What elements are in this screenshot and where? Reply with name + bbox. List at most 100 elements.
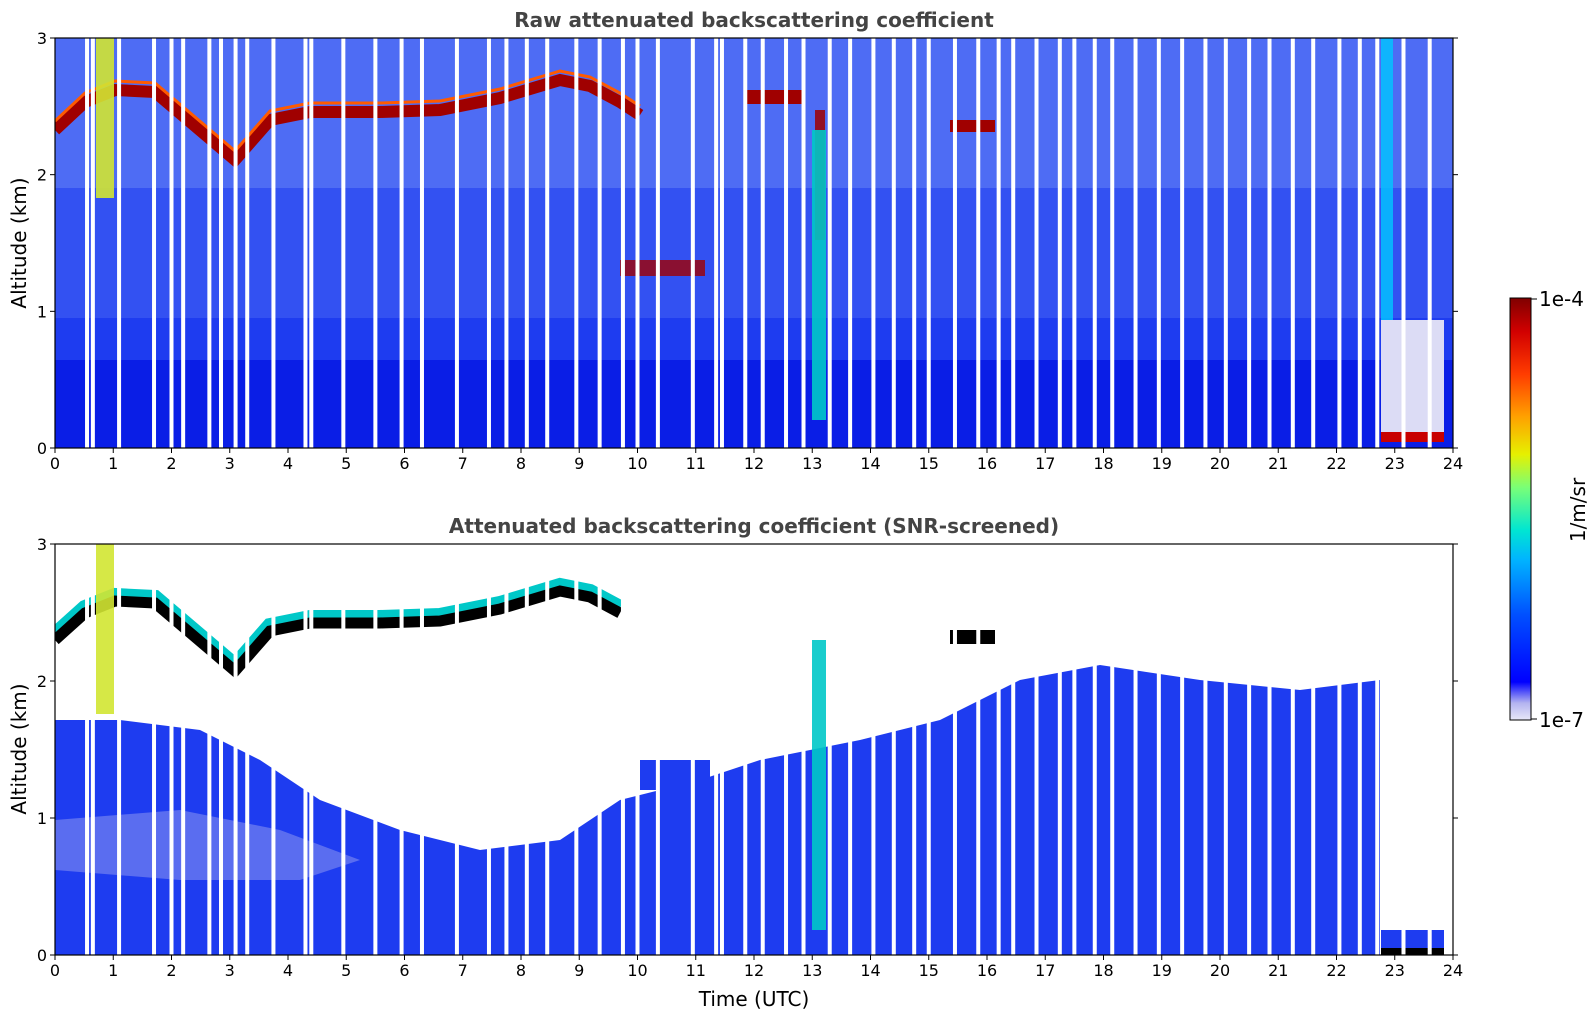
data-gap <box>1203 544 1208 955</box>
data-gap <box>233 38 238 448</box>
data-gap <box>827 544 832 955</box>
data-gap <box>419 544 424 955</box>
screened-precip-streak <box>96 544 114 714</box>
data-gap <box>926 544 931 955</box>
x-tick-label: 19 <box>1152 454 1172 473</box>
data-gap <box>1011 544 1016 955</box>
data-gap <box>1133 38 1138 448</box>
x-tick-label: 23 <box>1385 961 1405 980</box>
data-gap <box>85 38 90 448</box>
data-gap <box>620 544 625 955</box>
x-tick-label: 18 <box>1093 961 1113 980</box>
data-gap <box>1401 544 1406 955</box>
data-gap <box>1156 544 1161 955</box>
data-gap <box>1357 38 1362 448</box>
data-gap <box>545 544 550 955</box>
data-gap <box>1203 38 1208 448</box>
data-gap <box>524 38 529 448</box>
data-gap <box>90 544 95 955</box>
data-gap <box>271 38 276 448</box>
colorbar-max-label: 1e-4 <box>1539 287 1584 311</box>
x-tick-label: 15 <box>919 454 939 473</box>
data-gap <box>309 544 314 955</box>
data-gap <box>152 544 157 955</box>
data-gap <box>219 544 224 955</box>
data-gap <box>597 38 602 448</box>
data-gap <box>952 38 957 448</box>
data-gap <box>801 38 806 448</box>
colorbar-gradient <box>1509 297 1532 721</box>
panel-raw-title: Raw attenuated backscattering coefficien… <box>514 8 994 32</box>
panel-raw-ylabel: Altitude (km) <box>7 177 31 308</box>
data-gap <box>85 544 90 955</box>
data-gap <box>848 38 853 448</box>
y-tick-label: 1 <box>37 809 47 828</box>
data-gap <box>181 544 186 955</box>
data-gap <box>760 544 765 955</box>
panel-raw: Raw attenuated backscattering coefficien… <box>7 8 1463 473</box>
x-tick-label: 24 <box>1443 454 1463 473</box>
panel-screened: Attenuated backscattering coefficient (S… <box>7 514 1463 1011</box>
x-tick-label: 7 <box>458 961 468 980</box>
data-gap <box>181 38 186 448</box>
data-gap <box>207 544 212 955</box>
raw-end-red-band <box>1381 432 1444 442</box>
raw-data-gaps <box>85 38 1432 448</box>
x-tick-label: 18 <box>1093 454 1113 473</box>
x-tick-label: 13 <box>802 961 822 980</box>
raw-cloud-fragment <box>620 260 705 276</box>
data-gap <box>1180 544 1185 955</box>
data-gap <box>574 38 579 448</box>
x-tick-label: 19 <box>1152 961 1172 980</box>
y-tick-label: 2 <box>37 166 47 185</box>
data-gap <box>1311 38 1316 448</box>
panel-screened-ylabel: Altitude (km) <box>7 683 31 814</box>
x-tick-label: 8 <box>516 454 526 473</box>
data-gap <box>219 38 224 448</box>
data-gap <box>996 544 1001 955</box>
x-tick-label: 1 <box>108 961 118 980</box>
x-tick-label: 17 <box>1035 454 1055 473</box>
x-tick-label: 7 <box>458 454 468 473</box>
data-gap <box>169 38 174 448</box>
x-tick-label: 16 <box>977 961 997 980</box>
x-tick-label: 24 <box>1443 961 1463 980</box>
data-gap <box>524 544 529 955</box>
x-tick-label: 22 <box>1326 454 1346 473</box>
data-gap <box>399 544 404 955</box>
x-tick-label: 15 <box>919 961 939 980</box>
data-gap <box>801 544 806 955</box>
data-gap <box>373 544 378 955</box>
data-gap <box>655 544 660 955</box>
panel-raw-heatmap <box>55 38 1453 448</box>
panel-raw-y-ticks: 0 1 2 3 <box>37 29 1458 458</box>
data-gap <box>1011 38 1016 448</box>
panel-screened-x-ticks: 0 1 2 3 4 5 6 7 8 9 10 11 12 13 14 15 16 17 18 19 20 21 22 23 24 <box>50 955 1463 980</box>
x-tick-label: 16 <box>977 454 997 473</box>
x-tick-label: 6 <box>399 454 409 473</box>
data-gap <box>341 38 346 448</box>
data-gap <box>912 544 917 955</box>
y-tick-label: 2 <box>37 672 47 691</box>
data-gap <box>1357 544 1362 955</box>
y-tick-label: 3 <box>37 535 47 554</box>
raw-precip-streak <box>812 130 826 420</box>
data-gap <box>233 544 238 955</box>
data-gap <box>871 544 876 955</box>
data-gap <box>1337 38 1342 448</box>
data-gap <box>891 544 896 955</box>
y-tick-label: 0 <box>37 946 47 965</box>
raw-end-cyan <box>1381 38 1393 320</box>
panel-screened-heatmap <box>55 544 1453 955</box>
data-gap <box>1034 38 1039 448</box>
data-gap <box>952 544 957 955</box>
x-tick-label: 3 <box>225 961 235 980</box>
data-gap <box>271 544 276 955</box>
data-gap <box>1267 544 1272 955</box>
data-gap <box>1223 544 1228 955</box>
data-gap <box>1180 38 1185 448</box>
x-tick-label: 8 <box>516 961 526 980</box>
x-tick-label: 14 <box>860 961 880 980</box>
screened-precip-streak <box>812 640 826 930</box>
